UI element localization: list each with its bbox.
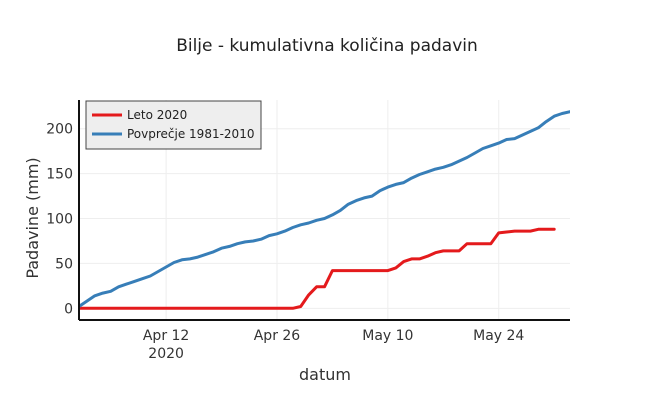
x-tick-label: May 10 bbox=[362, 328, 413, 344]
chart-title: Bilje - kumulativna količina padavin bbox=[176, 36, 478, 56]
axes bbox=[78, 100, 570, 321]
x-axis-label: datum bbox=[299, 365, 351, 384]
y-tick-label: 150 bbox=[46, 167, 73, 183]
series-line-2 bbox=[79, 110, 570, 308]
y-axis-label: Padavine (mm) bbox=[23, 157, 42, 278]
tick-labels: 0 50 100 150 200 Apr 12 2020 Apr 26 May 10 May 24 bbox=[46, 122, 524, 362]
x-tick-label: Apr 26 bbox=[254, 328, 301, 344]
y-tick-label: 50 bbox=[55, 256, 73, 272]
y-tick-label: 100 bbox=[46, 212, 73, 228]
series-line-1 bbox=[79, 227, 556, 310]
x-tick-label: Apr 12 bbox=[143, 328, 189, 344]
y-tick-label: 0 bbox=[64, 301, 73, 317]
legend-box bbox=[85, 100, 262, 150]
legend-label-2: Povprečje 1981-2010 bbox=[127, 127, 254, 141]
x-tick-sublabel: 2020 bbox=[148, 346, 184, 362]
legend-label-1: Leto 2020 bbox=[127, 108, 187, 122]
y-tick-label: 200 bbox=[46, 122, 73, 138]
legend[interactable]: Leto 2020 Povprečje 1981-2010 bbox=[85, 100, 262, 150]
x-tick-label: May 24 bbox=[473, 328, 524, 344]
series-lines bbox=[79, 110, 570, 310]
